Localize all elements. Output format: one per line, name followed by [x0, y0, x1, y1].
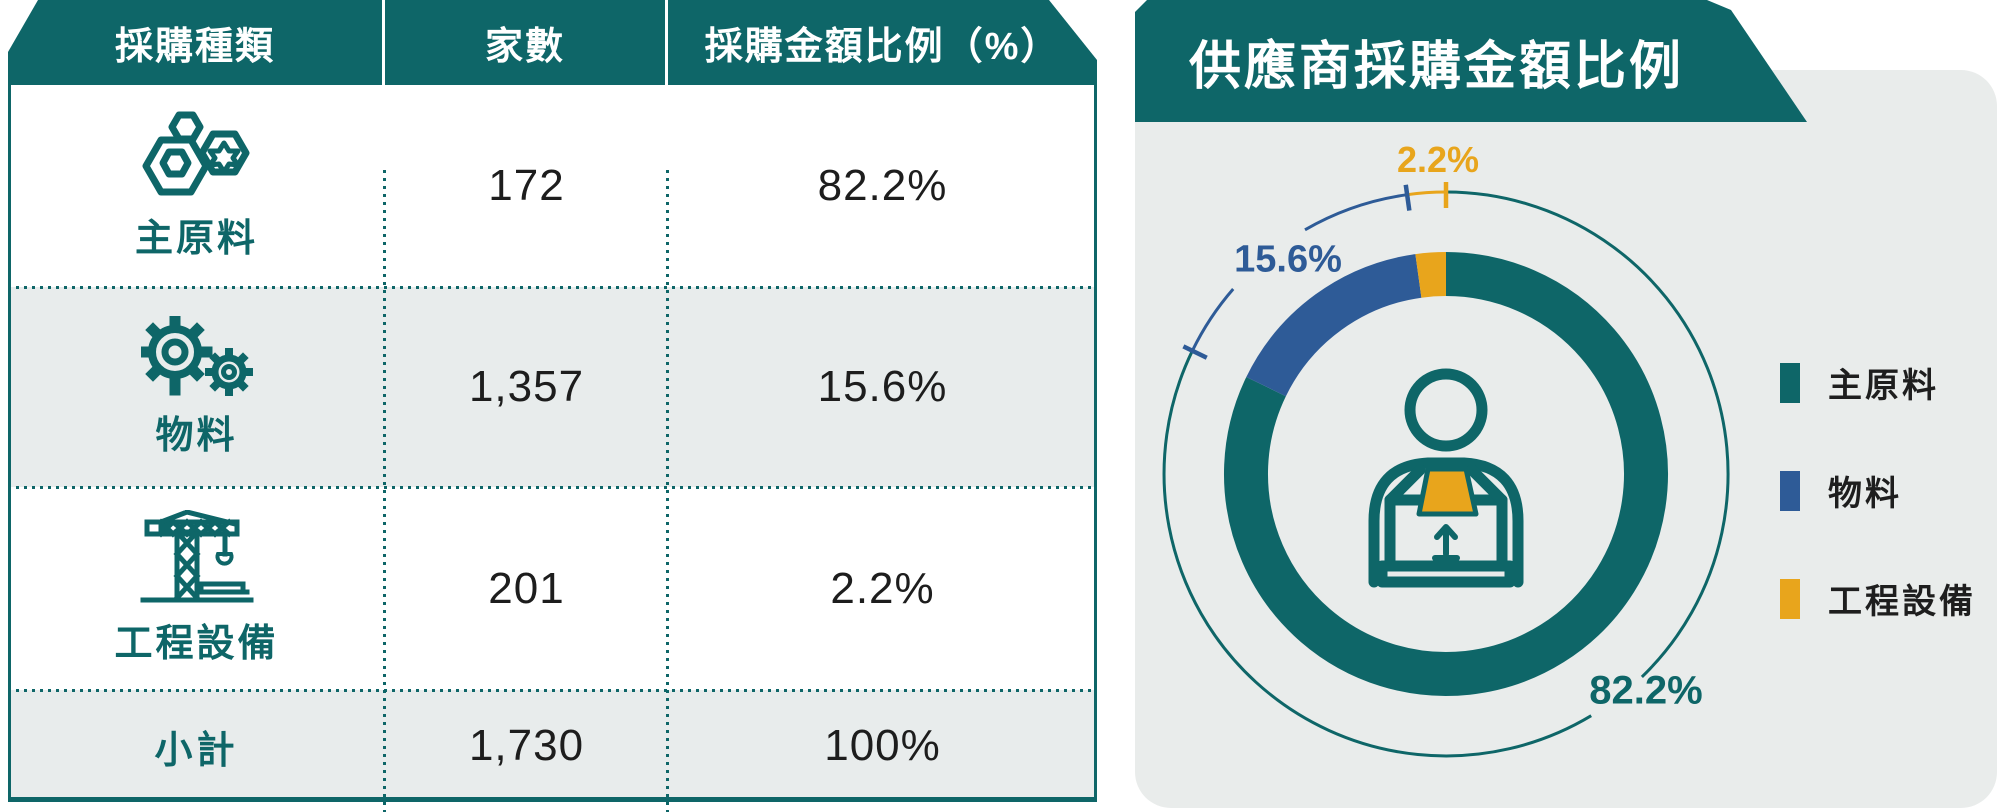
total-row: 小計 1,730 100% [8, 690, 1097, 802]
slice-callout-materials: 15.6% [1234, 238, 1342, 281]
category-cell: 物料 [8, 287, 385, 487]
chart-title: 供應商採購金額比例 [1189, 38, 1685, 96]
count-value: 201 [488, 563, 565, 613]
category-cell: 工程設備 [8, 487, 385, 690]
table-border [1094, 85, 1097, 802]
column-header-type: 採購種類 [8, 0, 385, 85]
donut-chart [1162, 182, 1730, 758]
table-row: 主原料 172 82.2% [8, 85, 1097, 287]
chart-legend: 主原料 物料 工程設備 [1780, 358, 1976, 682]
ratio-value: 82.2% [817, 161, 948, 210]
category-label: 工程設備 [114, 623, 279, 665]
category-label: 物料 [155, 414, 238, 457]
slice-callout-main-materials: 82.2% [1589, 668, 1703, 713]
legend-swatch-gold [1780, 578, 1800, 619]
column-divider [666, 170, 669, 812]
legend-label: 工程設備 [1828, 583, 1976, 621]
legend-swatch-blue [1780, 470, 1800, 511]
table-body: 主原料 172 82.2% [8, 85, 1097, 812]
chart-title-banner: 供應商採購金額比例 [1135, 0, 1807, 122]
row-divider [8, 486, 1097, 489]
column-header-ratio: 採購金額比例（%） [704, 26, 1061, 68]
category-cell: 主原料 [8, 85, 385, 287]
legend-label: 主原料 [1828, 367, 1939, 405]
row-divider [8, 286, 1097, 289]
column-divider [383, 170, 386, 812]
slice-callout-equipment: 2.2% [1396, 139, 1480, 180]
total-label: 小計 [154, 729, 239, 772]
table-border [8, 85, 11, 802]
legend-label: 物料 [1828, 475, 1902, 513]
table-row: 工程設備 201 2.2% [8, 487, 1097, 690]
ratio-value: 15.6% [817, 362, 948, 411]
total-count: 1,730 [468, 721, 585, 770]
supplier-table: 採購種類 家數 採購金額比例（%） 主原料 172 82.2% [8, 0, 1097, 812]
total-ratio: 100% [824, 721, 941, 770]
gears-icon [140, 315, 253, 396]
count-value: 172 [488, 161, 565, 210]
ratio-value: 2.2% [830, 563, 935, 613]
row-divider [8, 689, 1097, 692]
column-header-count: 家數 [385, 0, 668, 85]
legend-item: 主原料 [1780, 358, 1976, 407]
crane-icon [140, 510, 253, 603]
legend-swatch-teal [1780, 362, 1800, 403]
chart-panel: 82.2% 15.6% 2.2% 主原料 物料 工程設備 [1135, 70, 1997, 808]
legend-item: 工程設備 [1780, 574, 1976, 623]
category-label: 主原料 [134, 217, 258, 260]
legend-item: 物料 [1780, 466, 1976, 515]
table-row: 物料 1,357 15.6% [8, 287, 1097, 487]
table-border [8, 797, 1097, 802]
hex-nuts-icon [142, 111, 249, 195]
table-header-row: 採購種類 家數 採購金額比例（%） [8, 0, 1097, 85]
count-value: 1,357 [468, 362, 585, 411]
person-box-icon [1368, 368, 1524, 588]
